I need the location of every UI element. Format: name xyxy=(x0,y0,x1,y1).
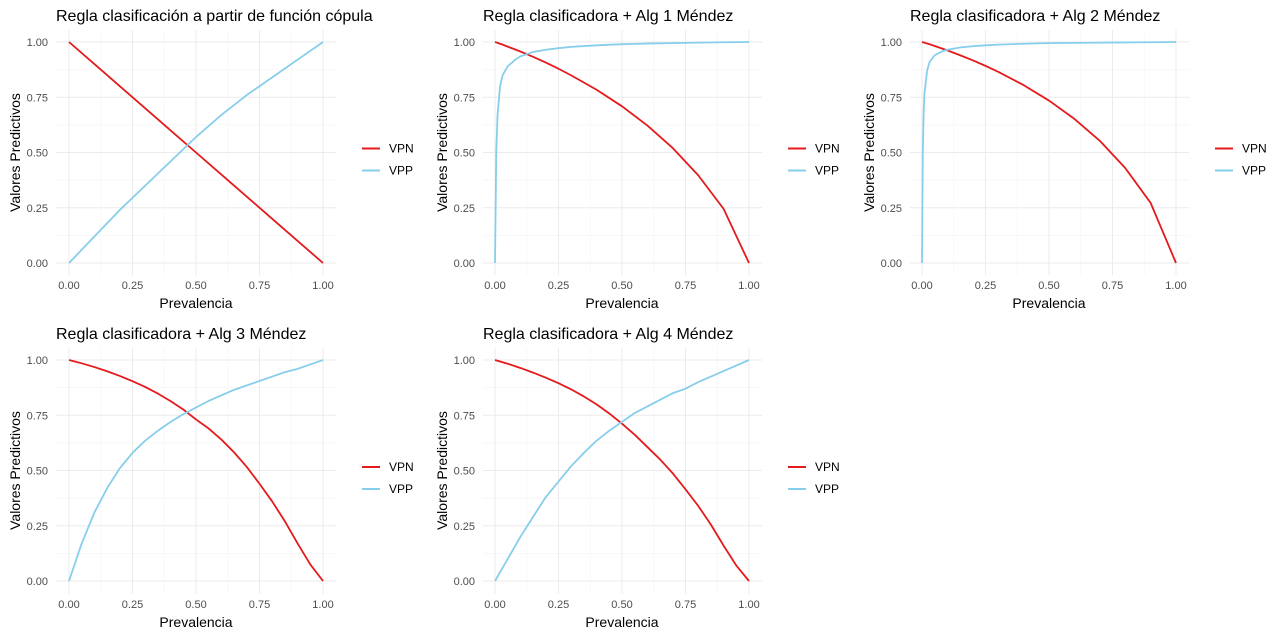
y-tick-label: 0.00 xyxy=(27,258,48,270)
x-tick-label: 0.75 xyxy=(675,280,696,292)
y-tick-label: 1.00 xyxy=(454,37,475,49)
y-axis-label: Valores Predictivos xyxy=(7,93,23,212)
legend-label: VPN xyxy=(389,142,414,156)
series-line-vpp xyxy=(68,41,324,264)
series-line-vpn xyxy=(921,41,1177,264)
legend-label: VPP xyxy=(815,164,839,178)
x-tick-label: 0.00 xyxy=(484,599,505,611)
y-tick-label: 1.00 xyxy=(27,355,48,367)
x-tick-label: 1.00 xyxy=(312,280,333,292)
x-axis-label: Prevalencia xyxy=(159,614,232,630)
y-axis-label: Valores Predictivos xyxy=(7,411,23,530)
x-axis-label: Prevalencia xyxy=(159,295,232,311)
y-tick-label: 0.75 xyxy=(27,92,48,104)
x-tick-label: 0.75 xyxy=(675,599,696,611)
legend-label: VPP xyxy=(815,482,839,496)
y-tick-label: 0.25 xyxy=(454,203,475,215)
legend-label: VPN xyxy=(815,142,840,156)
y-tick-label: 1.00 xyxy=(27,37,48,49)
series-line-vpn xyxy=(494,41,750,264)
x-tick-label: 0.50 xyxy=(185,280,206,292)
x-tick-label: 0.25 xyxy=(548,280,569,292)
y-tick-label: 0.25 xyxy=(27,521,48,533)
x-tick-label: 1.00 xyxy=(1165,280,1186,292)
x-tick-label: 1.00 xyxy=(738,280,759,292)
y-tick-label: 0.50 xyxy=(454,148,475,160)
legend: VPN VPP xyxy=(1215,142,1267,178)
series-line-vpp xyxy=(494,41,750,264)
y-tick-label: 1.00 xyxy=(454,355,475,367)
y-tick-label: 0.50 xyxy=(881,148,902,160)
y-tick-label: 1.00 xyxy=(881,37,902,49)
y-tick-label: 0.50 xyxy=(27,148,48,160)
panel-5: 0.00 0.00 0.25 0.25 0.50 0.50 0.75 0.75 1.00 1.00… xyxy=(434,326,840,630)
x-tick-label: 0.25 xyxy=(548,599,569,611)
legend: VPN VPP xyxy=(362,142,414,178)
y-tick-label: 0.75 xyxy=(881,92,902,104)
y-axis-label: Valores Predictivos xyxy=(861,93,877,212)
y-tick-label: 0.00 xyxy=(881,258,902,270)
y-tick-label: 0.75 xyxy=(27,410,48,422)
x-tick-label: 0.25 xyxy=(122,599,143,611)
chart-title: Regla clasificación a partir de función … xyxy=(56,8,373,25)
series-line-vpn xyxy=(68,359,324,582)
legend: VPN VPP xyxy=(362,460,414,496)
chart-title: Regla clasificadora + Alg 4 Méndez xyxy=(483,326,733,343)
series-line-vpp xyxy=(921,41,1177,264)
x-axis-label: Prevalencia xyxy=(585,295,658,311)
x-axis-label: Prevalencia xyxy=(1012,295,1085,311)
x-tick-label: 0.75 xyxy=(249,280,270,292)
x-tick-label: 1.00 xyxy=(738,599,759,611)
panel-2: 0.00 0.00 0.25 0.25 0.50 0.50 0.75 0.75 1.00 1.00… xyxy=(434,8,840,311)
y-tick-label: 0.00 xyxy=(27,576,48,588)
series-line-vpn xyxy=(68,41,324,264)
legend-label: VPP xyxy=(389,164,413,178)
y-tick-label: 0.25 xyxy=(881,203,902,215)
y-tick-label: 0.75 xyxy=(454,92,475,104)
series-line-vpp xyxy=(68,359,324,582)
legend-label: VPN xyxy=(815,460,840,474)
x-tick-label: 0.00 xyxy=(58,599,79,611)
x-tick-label: 0.50 xyxy=(185,599,206,611)
panel-3: 0.00 0.00 0.25 0.25 0.50 0.50 0.75 0.75 1.00 1.00… xyxy=(861,8,1267,311)
x-tick-label: 0.25 xyxy=(122,280,143,292)
x-tick-label: 0.00 xyxy=(911,280,932,292)
x-tick-label: 0.50 xyxy=(1038,280,1059,292)
x-tick-label: 0.50 xyxy=(611,280,632,292)
legend-label: VPP xyxy=(389,482,413,496)
x-tick-label: 0.75 xyxy=(1102,280,1123,292)
x-tick-label: 0.00 xyxy=(484,280,505,292)
legend-label: VPN xyxy=(389,460,414,474)
legend-label: VPN xyxy=(1242,142,1267,156)
y-tick-label: 0.00 xyxy=(454,576,475,588)
series-line-vpn xyxy=(494,359,750,582)
legend-label: VPP xyxy=(1242,164,1266,178)
chart-title: Regla clasificadora + Alg 1 Méndez xyxy=(483,8,733,25)
series-line-vpp xyxy=(494,359,750,582)
y-tick-label: 0.75 xyxy=(454,410,475,422)
x-tick-label: 0.00 xyxy=(58,280,79,292)
y-tick-label: 0.50 xyxy=(27,466,48,478)
y-axis-label: Valores Predictivos xyxy=(434,411,450,530)
x-axis-label: Prevalencia xyxy=(585,614,658,630)
x-tick-label: 0.25 xyxy=(975,280,996,292)
y-axis-label: Valores Predictivos xyxy=(434,93,450,212)
y-tick-label: 0.25 xyxy=(27,203,48,215)
y-tick-label: 0.00 xyxy=(454,258,475,270)
y-tick-label: 0.25 xyxy=(454,521,475,533)
chart-title: Regla clasificadora + Alg 2 Méndez xyxy=(910,8,1160,25)
chart-title: Regla clasificadora + Alg 3 Méndez xyxy=(56,326,306,343)
x-tick-label: 0.75 xyxy=(249,599,270,611)
legend: VPN VPP xyxy=(788,142,840,178)
panel-4: 0.00 0.00 0.25 0.25 0.50 0.50 0.75 0.75 1.00 1.00… xyxy=(7,326,414,630)
x-tick-label: 1.00 xyxy=(312,599,333,611)
panel-1: 0.00 0.00 0.25 0.25 0.50 0.50 0.75 0.75 1.00 1.00… xyxy=(7,8,414,311)
x-tick-label: 0.50 xyxy=(611,599,632,611)
legend: VPN VPP xyxy=(788,460,840,496)
y-tick-label: 0.50 xyxy=(454,466,475,478)
